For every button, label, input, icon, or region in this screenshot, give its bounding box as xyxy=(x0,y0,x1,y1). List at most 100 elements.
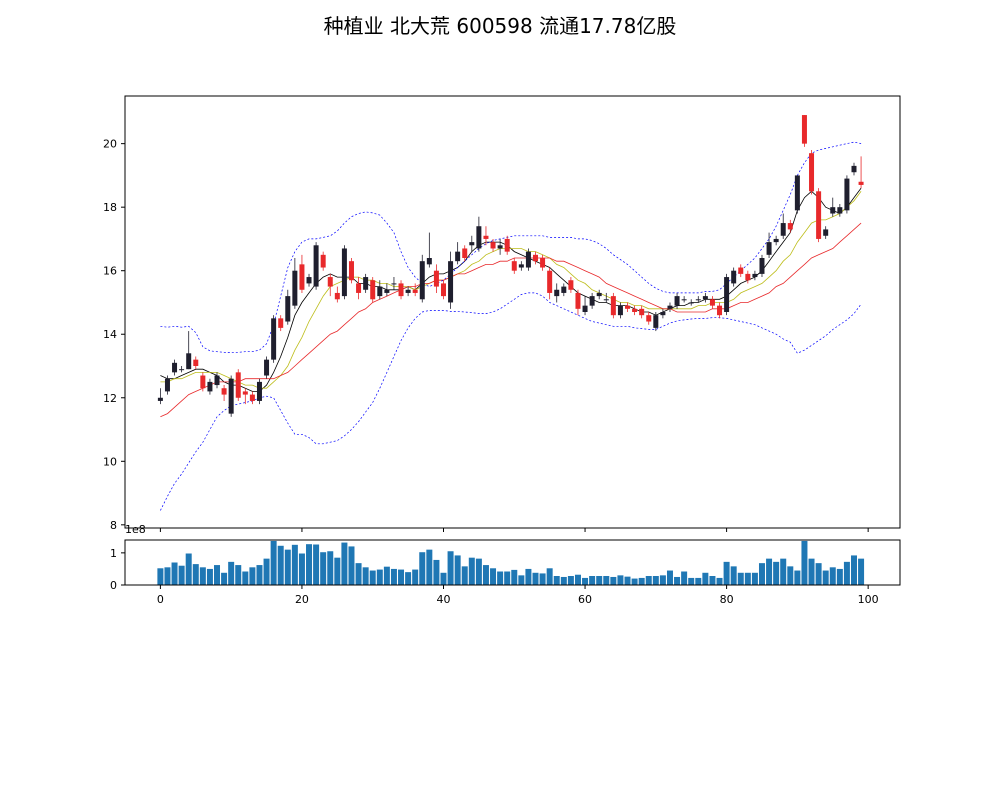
volume-bar-44 xyxy=(468,557,475,585)
series-line-3 xyxy=(160,141,862,354)
price-y-tick-label: 16 xyxy=(103,265,117,278)
candle-body-33 xyxy=(391,283,397,285)
volume-bar-6 xyxy=(199,567,206,585)
volume-bar-2 xyxy=(171,562,178,585)
volume-bar-4 xyxy=(185,553,192,585)
volume-bar-86 xyxy=(766,558,773,585)
volume-y-ticks: 01 xyxy=(110,547,125,592)
candle-32 xyxy=(384,283,390,297)
candle-26 xyxy=(341,245,347,300)
candle-74 xyxy=(681,296,687,303)
candle-14 xyxy=(256,378,262,405)
candle-97 xyxy=(844,175,850,214)
volume-bar-50 xyxy=(511,569,518,585)
volume-bar-76 xyxy=(695,577,702,585)
candle-88 xyxy=(780,213,786,239)
candle-body-59 xyxy=(575,292,581,309)
candle-body-22 xyxy=(313,245,319,287)
volume-bar-40 xyxy=(440,572,447,585)
price-series-group xyxy=(160,141,862,511)
volume-bar-94 xyxy=(822,570,829,585)
candle-body-66 xyxy=(625,305,631,309)
candle-86 xyxy=(766,232,772,258)
candle-54 xyxy=(540,254,546,271)
candle-body-20 xyxy=(299,264,305,290)
volume-bar-34 xyxy=(398,569,405,585)
volume-bar-83 xyxy=(744,572,751,585)
volume-bar-65 xyxy=(617,575,624,585)
candle-31 xyxy=(377,280,383,300)
chart-title: 种植业 北大荒 600598 流通17.78亿股 xyxy=(324,14,677,38)
candle-body-56 xyxy=(554,289,560,297)
volume-x-tick-label: 20 xyxy=(295,593,309,606)
volume-bar-31 xyxy=(376,569,383,585)
candle-21 xyxy=(306,273,312,287)
volume-bar-36 xyxy=(412,569,419,585)
candle-body-73 xyxy=(674,296,680,306)
volume-x-tick-label: 40 xyxy=(436,593,450,606)
price-axes-frame xyxy=(124,95,901,529)
candle-body-90 xyxy=(794,175,800,211)
candle-45 xyxy=(476,216,482,252)
candle-body-93 xyxy=(816,191,822,239)
volume-bar-43 xyxy=(461,566,468,585)
candle-body-53 xyxy=(533,254,539,262)
candle-body-32 xyxy=(384,289,390,293)
candle-body-6 xyxy=(200,375,206,389)
candle-body-98 xyxy=(851,165,857,173)
volume-bar-group xyxy=(157,540,865,585)
series-line-4 xyxy=(160,292,862,511)
volume-bar-59 xyxy=(574,574,581,585)
candle-67 xyxy=(632,305,638,316)
candle-18 xyxy=(285,289,291,325)
candle-44 xyxy=(469,235,475,252)
volume-bar-61 xyxy=(589,576,596,585)
candle-body-9 xyxy=(221,388,227,395)
candle-body-57 xyxy=(561,286,567,293)
volume-bar-18 xyxy=(284,549,291,585)
candle-body-37 xyxy=(419,261,425,300)
candle-body-95 xyxy=(830,207,836,214)
candle-78 xyxy=(709,296,715,309)
price-y-tick-label: 20 xyxy=(103,138,117,151)
volume-bar-87 xyxy=(773,561,780,585)
candle-body-29 xyxy=(363,277,369,290)
candle-72 xyxy=(667,302,673,312)
volume-bar-11 xyxy=(235,565,242,585)
volume-bar-1 xyxy=(164,567,171,585)
volume-bar-19 xyxy=(291,544,298,585)
volume-bar-27 xyxy=(348,546,355,585)
candle-9 xyxy=(221,385,227,401)
candle-body-2 xyxy=(172,362,178,373)
volume-bar-26 xyxy=(341,542,348,585)
volume-bar-12 xyxy=(242,571,249,585)
volume-bar-93 xyxy=(815,563,822,585)
candle-38 xyxy=(426,232,432,268)
price-y-tick-label: 8 xyxy=(110,519,117,532)
candle-0 xyxy=(157,388,163,405)
candle-98 xyxy=(851,162,857,176)
candle-body-21 xyxy=(306,277,312,284)
candle-33 xyxy=(391,277,397,290)
candle-3 xyxy=(179,366,185,373)
candle-body-7 xyxy=(207,381,213,392)
candle-body-30 xyxy=(370,280,376,300)
candle-43 xyxy=(462,245,468,262)
candle-75 xyxy=(688,299,694,306)
volume-bar-53 xyxy=(532,572,539,585)
volume-bar-42 xyxy=(454,555,461,585)
candle-body-49 xyxy=(504,238,510,252)
candle-13 xyxy=(249,391,255,405)
candle-body-18 xyxy=(285,296,291,322)
candle-63 xyxy=(603,292,609,303)
candle-body-87 xyxy=(773,238,779,243)
volume-bar-7 xyxy=(206,568,213,585)
candle-body-1 xyxy=(164,378,170,392)
candle-body-85 xyxy=(759,258,765,274)
candle-7 xyxy=(207,378,213,395)
candle-25 xyxy=(334,286,340,303)
candle-79 xyxy=(717,302,723,319)
candle-body-72 xyxy=(667,305,673,309)
candle-40 xyxy=(440,280,446,300)
volume-bar-14 xyxy=(256,565,263,585)
